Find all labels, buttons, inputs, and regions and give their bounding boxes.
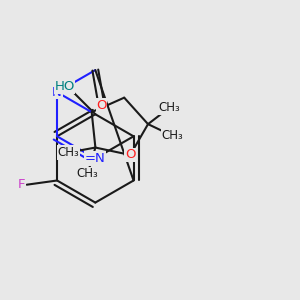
- Text: N: N: [52, 86, 62, 99]
- Text: F: F: [18, 178, 26, 191]
- Text: CH₃: CH₃: [162, 129, 184, 142]
- Text: CH₃: CH₃: [58, 146, 80, 159]
- Text: CH₃: CH₃: [77, 167, 98, 180]
- Text: O: O: [96, 99, 107, 112]
- Text: CH₃: CH₃: [159, 101, 181, 114]
- Text: =N: =N: [85, 152, 106, 165]
- Text: HO: HO: [54, 80, 75, 93]
- Text: O: O: [125, 148, 136, 161]
